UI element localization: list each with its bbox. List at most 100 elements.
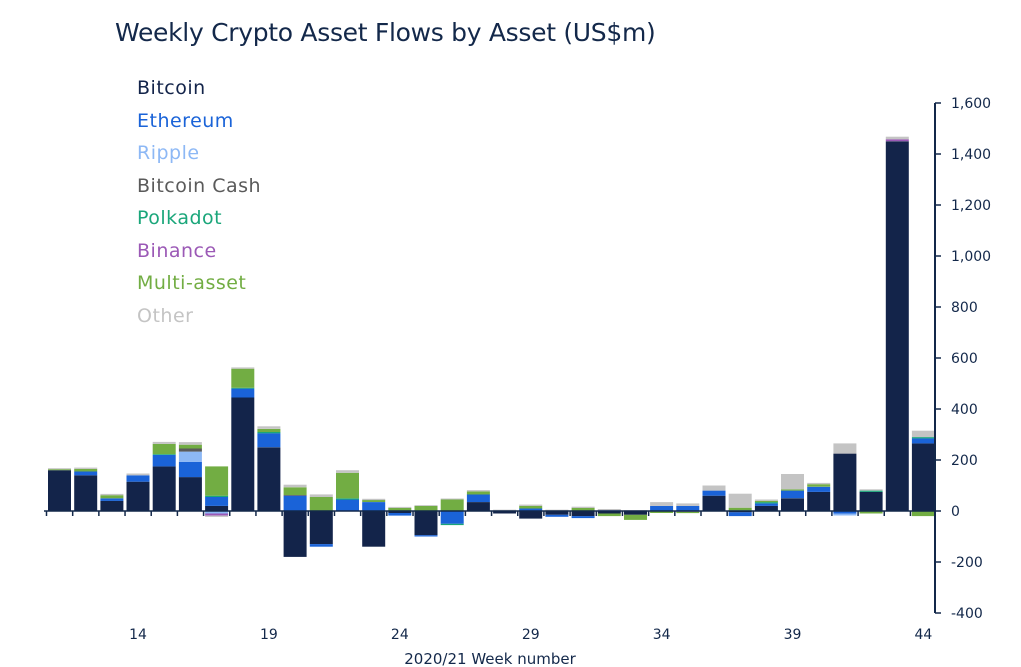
x-tick-label: 24: [391, 627, 409, 643]
y-tick-label: 1,600: [951, 96, 991, 112]
bar-polkadot-week-26: [440, 523, 464, 526]
legend-item-binance: Binance: [137, 239, 217, 262]
bar-other-week-17: [205, 515, 229, 517]
bar-multi-asset-week-25: [414, 505, 438, 511]
bar-multi-asset-week-16: [178, 444, 202, 449]
bar-other-week-21: [309, 494, 333, 497]
bar-other-week-34: [650, 502, 674, 506]
bar-bitcoin-week-40: [807, 491, 831, 511]
bar-multi-asset-week-15: [152, 443, 176, 455]
bar-bitcoin-week-39: [781, 498, 804, 512]
bar-bitcoin-week-43: [885, 141, 909, 512]
bar-multi-asset-week-35: [676, 511, 700, 514]
bar-other-week-43: [885, 136, 909, 140]
bar-other-week-41: [833, 443, 857, 454]
bar-ethereum-week-14: [126, 475, 150, 482]
bar-ethereum-week-29: [519, 508, 543, 511]
bar-other-week-22: [336, 470, 359, 473]
bar-other-week-16: [178, 442, 202, 445]
y-tick-label: -200: [951, 555, 983, 571]
bar-other-week-18: [231, 367, 255, 369]
bar-multi-asset-week-31: [571, 507, 595, 511]
bar-multi-asset-week-32: [597, 513, 621, 517]
y-tick-label: 600: [951, 351, 978, 367]
bar-ethereum-week-19: [257, 433, 281, 448]
bar-other-week-12: [74, 467, 98, 469]
bar-bitcoin-week-32: [597, 511, 621, 514]
bar-other-week-29: [519, 504, 543, 506]
bar-multi-asset-week-38: [754, 500, 778, 503]
bar-bitcoin-week-31: [571, 511, 595, 517]
bar-multi-asset-week-23: [362, 500, 386, 502]
bar-ripple-week-17: [205, 511, 229, 514]
bar-polkadot-week-17: [205, 495, 229, 497]
bar-multi-asset-week-18: [231, 368, 255, 388]
bar-ethereum-week-31: [571, 516, 595, 519]
bar-other-week-14: [126, 473, 150, 476]
chart-title: Weekly Crypto Asset Flows by Asset (US$m…: [115, 18, 656, 47]
bar-ethereum-week-38: [754, 503, 778, 506]
x-axis-title: 2020/21 Week number: [404, 650, 576, 667]
bar-multi-asset-week-20: [283, 487, 307, 495]
bar-bitcoin-week-36: [702, 495, 726, 511]
bar-other-week-44: [911, 430, 935, 438]
x-tick-label: 39: [784, 627, 802, 643]
bar-polkadot-week-38: [754, 502, 778, 504]
bar-ethereum-week-20: [283, 495, 307, 511]
x-tick-label: 44: [915, 627, 933, 643]
bar-other-week-26: [440, 498, 464, 500]
bar-multi-asset-week-12: [74, 468, 98, 472]
bar-bitcoin-week-41: [833, 453, 857, 511]
y-tick-label: 200: [951, 453, 978, 469]
bar-bitcoin-cash-week-16: [178, 448, 202, 452]
bar-bitcoin-week-23: [362, 511, 386, 547]
bar-other-week-37: [728, 493, 752, 508]
bar-bitcoin-week-14: [126, 481, 150, 511]
legend-item-ethereum: Ethereum: [137, 109, 234, 132]
bar-multi-asset-week-37: [728, 507, 752, 511]
bar-bitcoin-week-24: [388, 511, 412, 513]
bar-ethereum-week-22: [336, 499, 359, 511]
bar-ethereum-week-30: [545, 514, 569, 517]
bar-other-week-23: [362, 498, 386, 501]
bar-multi-asset-week-27: [466, 491, 490, 495]
bar-bitcoin-week-30: [545, 511, 569, 515]
bar-ethereum-week-25: [414, 535, 438, 537]
bar-binance-week-43: [885, 139, 909, 142]
y-tick-label: 800: [951, 300, 978, 316]
bar-other-week-39: [781, 474, 804, 490]
bar-bitcoin-week-18: [231, 397, 255, 511]
x-tick-label: 19: [260, 627, 278, 643]
bar-multi-asset-week-22: [336, 472, 359, 499]
bar-bitcoin-cash-week-20: [283, 494, 307, 496]
bar-multi-asset-week-26: [440, 499, 464, 511]
bar-multi-asset-week-39: [781, 489, 804, 491]
bar-ripple-week-16: [178, 451, 202, 462]
bar-bitcoin-week-25: [414, 511, 438, 536]
y-tick-label: 1,400: [951, 147, 991, 163]
bar-ethereum-week-37: [728, 512, 752, 517]
bar-ethereum-week-34: [650, 505, 674, 511]
bar-polkadot-week-19: [257, 432, 281, 434]
x-tick-label: 34: [653, 627, 671, 643]
bar-bitcoin-week-44: [911, 443, 935, 511]
bar-polkadot-week-18: [231, 387, 255, 389]
bar-polkadot-week-15: [152, 454, 176, 455]
bar-ripple-week-41: [833, 513, 857, 516]
bar-ethereum-week-17: [205, 497, 229, 506]
bar-ethereum-week-23: [362, 502, 386, 511]
bar-multi-asset-week-34: [650, 511, 674, 513]
bar-multi-asset-week-19: [257, 428, 281, 432]
bar-other-week-13: [100, 493, 124, 496]
legend: Bitcoin Ethereum Ripple Bitcoin Cash Polkado…: [137, 74, 261, 334]
bar-binance-week-17: [205, 513, 229, 516]
bar-polkadot-week-44: [911, 437, 935, 439]
y-tick-label: 1,200: [951, 198, 991, 214]
x-tick-label: 29: [522, 627, 540, 643]
bar-ethereum-week-36: [702, 490, 726, 496]
x-tick-label: 14: [129, 627, 147, 643]
bar-other-week-35: [676, 503, 700, 506]
bar-ethereum-week-18: [231, 388, 255, 398]
bar-ethereum-week-26: [440, 511, 464, 524]
